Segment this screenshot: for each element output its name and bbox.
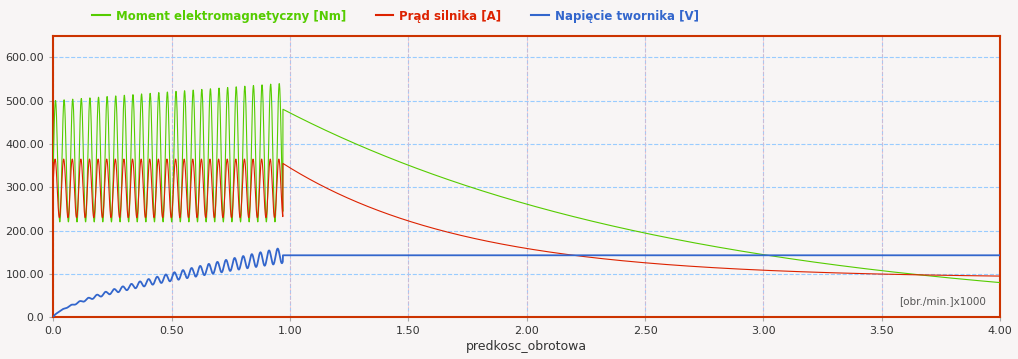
X-axis label: predkosc_obrotowa: predkosc_obrotowa: [466, 340, 587, 354]
Legend: Moment elektromagnetyczny [Nm], Prąd silnika [A], Napięcie twornika [V]: Moment elektromagnetyczny [Nm], Prąd sil…: [88, 5, 703, 27]
Text: [obr./min.]x1000: [obr./min.]x1000: [899, 296, 985, 306]
